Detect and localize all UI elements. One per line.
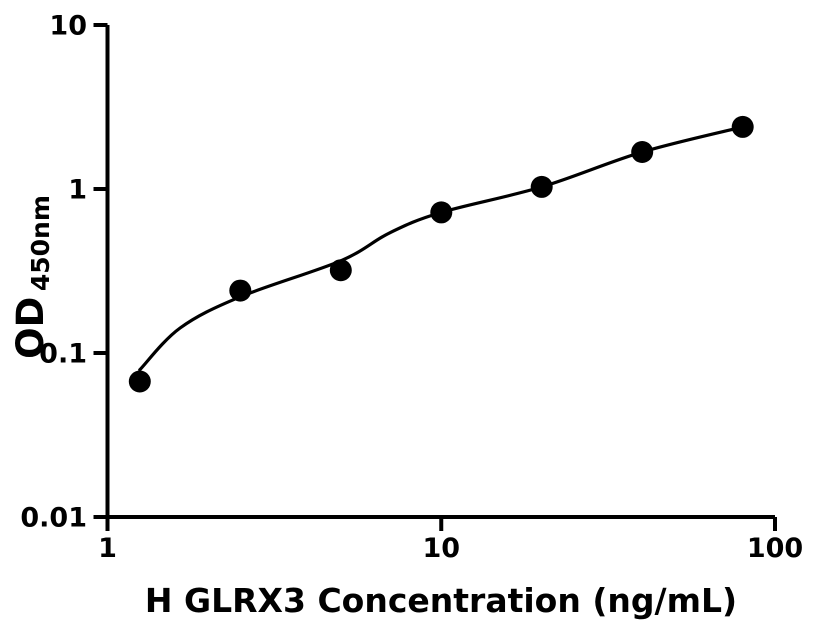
y-tick-label-10: 10 (49, 11, 87, 42)
data-point-marker (229, 279, 252, 302)
y-axis-title-main: OD (9, 297, 52, 359)
x-tick-label-1: 1 (98, 533, 117, 564)
x-axis-tick-labels: 1 10 100 (98, 533, 803, 564)
y-axis-title-subscript: 450nm (26, 195, 55, 291)
x-axis-title: H GLRX3 Concentration (ng/mL) (145, 581, 737, 620)
y-tick-label-0-1: 0.1 (39, 339, 87, 370)
axis-tick-marks (93, 23, 777, 531)
data-point-marker (731, 115, 754, 138)
data-point-marker (329, 259, 352, 282)
data-point-marker (530, 175, 553, 198)
y-axis-tick-labels: 10 1 0.1 0.01 (20, 11, 87, 534)
data-point-marker (128, 370, 151, 393)
x-tick-label-10: 10 (422, 533, 460, 564)
data-points (128, 115, 754, 393)
data-point-marker (631, 141, 654, 163)
y-tick-label-1: 1 (68, 175, 87, 206)
y-tick-label-0-01: 0.01 (20, 503, 87, 534)
fit-curve (138, 125, 745, 372)
axis-spine (105, 25, 775, 519)
y-axis-title: OD 450nm (9, 195, 55, 359)
x-tick-label-100: 100 (747, 533, 803, 564)
data-point-marker (430, 201, 453, 224)
